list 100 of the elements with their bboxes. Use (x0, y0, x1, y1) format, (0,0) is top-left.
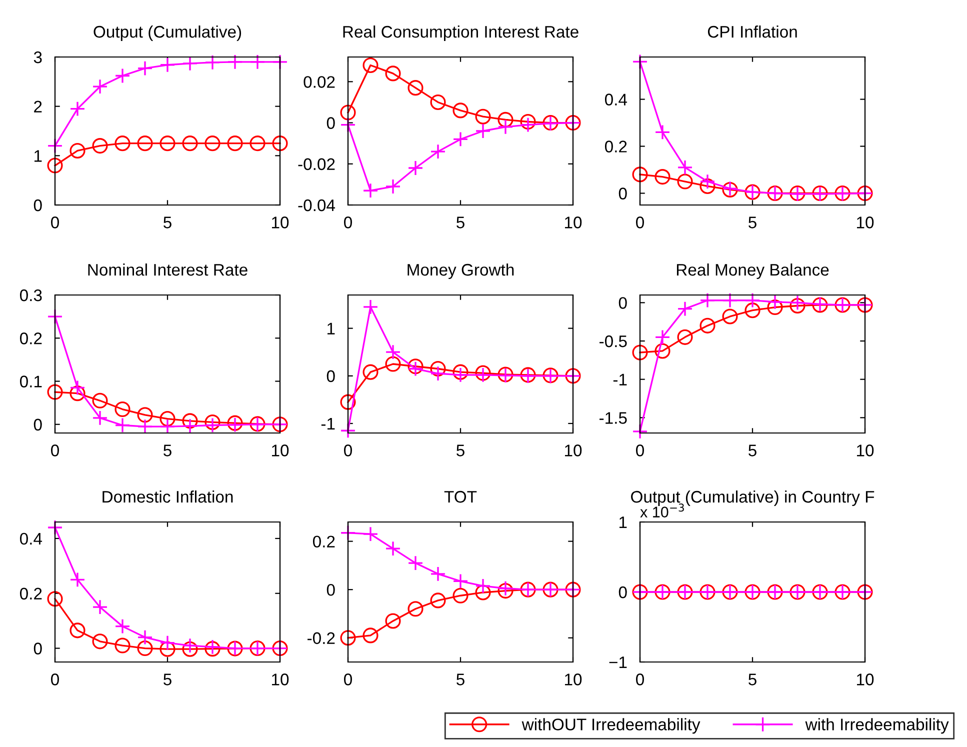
point (677, 329, 693, 345)
point (722, 308, 738, 324)
point (182, 56, 198, 72)
point (632, 166, 648, 182)
x-tick-label: 10 (272, 216, 289, 228)
x-tick-label: 0 (636, 444, 644, 456)
y-tick-label: 1 (34, 150, 42, 162)
chart-title: Real Money Balance (676, 263, 829, 280)
point (47, 308, 63, 324)
point (385, 66, 401, 82)
x-tick-label: 10 (272, 444, 289, 456)
point (204, 54, 220, 70)
point (114, 638, 130, 654)
point (92, 599, 108, 615)
point (340, 117, 356, 133)
point (430, 366, 446, 382)
point (340, 104, 356, 120)
point (700, 178, 716, 194)
point (340, 630, 356, 646)
point (362, 628, 378, 644)
y-tick-label: 0 (618, 188, 627, 200)
y-tick-label: 0 (326, 370, 335, 382)
point (385, 613, 401, 629)
point (114, 68, 130, 84)
point (408, 555, 424, 571)
point (340, 394, 356, 410)
y-tick-label: -0.2 (308, 632, 335, 644)
y-tick-label: 0 (34, 642, 42, 654)
point (182, 418, 198, 434)
y-tick-label: 0 (618, 586, 627, 598)
y-tick-label: 2 (34, 100, 42, 112)
point (182, 413, 198, 429)
x-tick-label: 10 (565, 444, 582, 456)
y-tick-label: 0 (326, 584, 335, 596)
point (700, 318, 716, 334)
point (654, 124, 670, 140)
y-tick-label: 0.02 (304, 76, 335, 88)
point (654, 329, 670, 345)
point (92, 138, 108, 154)
point (92, 78, 108, 94)
point (160, 635, 176, 651)
y-tick-label: 0.3 (20, 289, 42, 302)
point (182, 641, 198, 657)
y-tick-label: -0.04 (298, 199, 336, 212)
point (475, 578, 491, 594)
y-tick-label: 0.4 (604, 94, 628, 106)
x-tick-label: 10 (857, 216, 874, 228)
x-tick-label: 5 (456, 216, 464, 228)
x-tick-label: 10 (857, 444, 874, 456)
point (227, 136, 243, 152)
point (677, 301, 693, 317)
point (70, 572, 86, 588)
point (114, 136, 130, 152)
x-tick-label: 5 (748, 216, 756, 228)
point (137, 60, 153, 76)
point (452, 102, 468, 118)
legend-label: with Irredeemability (805, 718, 949, 734)
x-tick-label: 5 (748, 674, 756, 686)
y-tick-label: 1 (328, 322, 335, 334)
point (408, 160, 424, 176)
x-tick-label: 5 (456, 444, 464, 456)
point (677, 174, 693, 190)
y-tick-label: 0.2 (604, 140, 627, 152)
point (362, 299, 378, 315)
y-tick-label: -1 (613, 374, 627, 386)
point (790, 298, 806, 314)
y-tick-label: 0.2 (20, 332, 42, 344)
point (430, 566, 446, 582)
x-tick-label: 5 (164, 216, 172, 228)
point (385, 344, 401, 360)
point (498, 119, 514, 135)
x-tick-label: 5 (164, 674, 172, 686)
point (767, 299, 783, 316)
y-tick-label: -0.5 (600, 335, 627, 348)
point (475, 123, 491, 139)
point (182, 136, 198, 152)
point (137, 640, 153, 656)
point (452, 131, 468, 147)
point (452, 573, 468, 589)
point (160, 410, 176, 427)
point (408, 80, 424, 96)
point (767, 294, 783, 310)
point (70, 386, 86, 402)
point (362, 526, 378, 542)
point (47, 158, 63, 174)
point (114, 618, 130, 634)
x-tick-label: 5 (164, 444, 172, 456)
y-tick-label: -1 (321, 418, 335, 430)
x-tick-label: 10 (272, 674, 289, 686)
y-tick-label: 0 (34, 418, 42, 431)
point (70, 101, 86, 117)
x-tick-label: 0 (344, 674, 352, 686)
y-tick-label: −1 (609, 656, 627, 668)
point (47, 520, 63, 536)
y-tick-label: -0.02 (298, 158, 335, 170)
point (114, 417, 130, 434)
point (700, 292, 716, 308)
x-tick-label: 0 (636, 216, 644, 228)
chart-title: Nominal Interest Rate (88, 263, 248, 276)
point (92, 410, 108, 426)
